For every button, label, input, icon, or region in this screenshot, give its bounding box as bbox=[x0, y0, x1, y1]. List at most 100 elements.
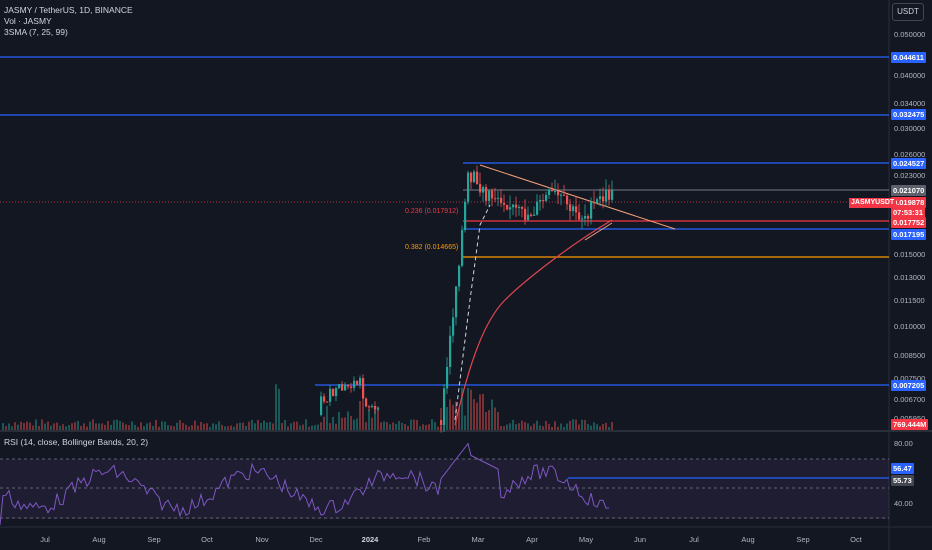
volume-bar bbox=[62, 424, 64, 430]
volume-bar bbox=[272, 423, 274, 430]
sma-indicator-label[interactable]: 3SMA (7, 25, 99) bbox=[4, 27, 68, 37]
volume-bar bbox=[230, 425, 232, 430]
candle-body bbox=[515, 204, 518, 208]
volume-bar bbox=[368, 409, 370, 430]
volume-bar bbox=[371, 417, 373, 430]
candle-body bbox=[536, 201, 539, 215]
volume-bar bbox=[251, 419, 253, 430]
candle-body bbox=[530, 214, 533, 216]
time-axis-label: Sep bbox=[796, 535, 810, 544]
volume-bar bbox=[236, 423, 238, 430]
last-price-tag[interactable]: 0.019878 bbox=[891, 197, 927, 208]
volume-bar bbox=[455, 401, 457, 430]
volume-bar bbox=[89, 421, 91, 430]
level-price-tag[interactable]: 0.032475 bbox=[891, 109, 927, 120]
time-axis-label: Jul bbox=[40, 535, 50, 544]
volume-bar bbox=[242, 422, 244, 430]
candle-body bbox=[368, 406, 371, 408]
trendline bbox=[479, 164, 676, 230]
countdown-tag: 07:53:31 bbox=[891, 207, 926, 218]
candle-body bbox=[521, 206, 524, 209]
symbol-title[interactable]: JASMY / TetherUS, 1D, BINANCE bbox=[4, 5, 133, 15]
volume-bar bbox=[92, 419, 94, 430]
volume-bar bbox=[119, 421, 121, 430]
level-price-tag[interactable]: 0.021070 bbox=[891, 185, 927, 196]
candle-body bbox=[377, 408, 380, 410]
volume-bar bbox=[338, 411, 340, 430]
volume-bar bbox=[608, 426, 610, 430]
level-price-tag[interactable]: 0.044611 bbox=[891, 52, 926, 63]
volume-bar bbox=[149, 422, 151, 430]
volume-bar bbox=[5, 426, 7, 430]
candle-body bbox=[467, 172, 470, 202]
volume-bar bbox=[527, 423, 529, 430]
level-price-tag[interactable]: 0.017195 bbox=[891, 229, 927, 240]
rsi-indicator-label[interactable]: RSI (14, close, Bollinger Bands, 20, 2) bbox=[4, 437, 149, 447]
volume-bar bbox=[209, 426, 211, 430]
volume-indicator-label[interactable]: Vol · JASMY bbox=[4, 16, 52, 26]
volume-bar bbox=[77, 420, 79, 430]
candle-body bbox=[545, 195, 548, 201]
volume-bar bbox=[83, 423, 85, 430]
candle-body bbox=[359, 378, 362, 385]
candle-body bbox=[611, 190, 614, 200]
volume-bar bbox=[275, 384, 277, 430]
volume-bar bbox=[2, 423, 4, 430]
volume-bar bbox=[329, 423, 331, 430]
price-axis-label: 0.040000 bbox=[894, 71, 926, 80]
sma-short-line bbox=[454, 204, 491, 421]
level-price-tag[interactable]: 0.017752 bbox=[891, 217, 927, 228]
rsi-axis-label: 80.00 bbox=[894, 439, 913, 448]
volume-bar bbox=[176, 422, 178, 430]
volume-bar bbox=[581, 419, 583, 430]
candle-body bbox=[563, 194, 566, 196]
volume-bar bbox=[59, 425, 61, 430]
volume-bar bbox=[287, 426, 289, 430]
volume-bar bbox=[221, 424, 223, 430]
candle-body bbox=[554, 191, 557, 193]
volume-bar bbox=[539, 425, 541, 430]
volume-bar bbox=[389, 424, 391, 430]
volume-bar bbox=[344, 417, 346, 430]
volume-bar bbox=[17, 424, 19, 430]
level-price-tag[interactable]: 0.024527 bbox=[891, 158, 927, 169]
candle-body bbox=[527, 214, 530, 220]
volume-bar bbox=[317, 424, 319, 430]
rsi-value-tag: 56.47 bbox=[891, 463, 914, 474]
volume-bar bbox=[320, 422, 322, 430]
candle-body bbox=[452, 317, 455, 336]
currency-button[interactable]: USDT bbox=[892, 3, 924, 21]
volume-bar bbox=[8, 423, 10, 430]
time-axis-label: Nov bbox=[255, 535, 269, 544]
volume-bar bbox=[536, 420, 538, 430]
volume-bar bbox=[485, 411, 487, 430]
volume-bar bbox=[218, 421, 220, 430]
price-axis-label: 0.011500 bbox=[894, 296, 925, 305]
volume-bar bbox=[425, 425, 427, 430]
volume-bar bbox=[509, 423, 511, 430]
volume-bar bbox=[335, 423, 337, 430]
candle-body bbox=[539, 199, 542, 202]
level-price-tag[interactable]: 0.007205 bbox=[891, 380, 927, 391]
volume-bar bbox=[365, 422, 367, 430]
volume-bar bbox=[281, 422, 283, 430]
candle-body bbox=[347, 384, 350, 387]
volume-bar bbox=[566, 423, 568, 430]
price-axis-label: 0.026000 bbox=[894, 150, 926, 159]
candle-body bbox=[548, 189, 551, 196]
candle-body bbox=[320, 396, 323, 415]
volume-bar bbox=[278, 388, 280, 430]
candle-body bbox=[494, 198, 497, 200]
volume-bar bbox=[398, 421, 400, 430]
candle-body bbox=[506, 204, 509, 210]
volume-bar bbox=[29, 422, 31, 430]
volume-bar bbox=[170, 425, 172, 430]
candle-body bbox=[578, 212, 581, 220]
candle-body bbox=[572, 206, 575, 212]
candle-body bbox=[353, 380, 356, 388]
volume-bar bbox=[560, 423, 562, 430]
volume-bar bbox=[35, 419, 37, 430]
candle-body bbox=[593, 201, 596, 204]
volume-bar bbox=[224, 426, 226, 430]
